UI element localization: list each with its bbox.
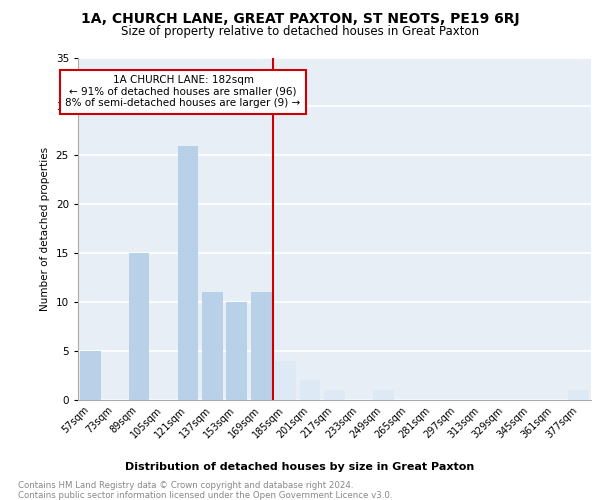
Text: Size of property relative to detached houses in Great Paxton: Size of property relative to detached ho… xyxy=(121,25,479,38)
Text: 1A, CHURCH LANE, GREAT PAXTON, ST NEOTS, PE19 6RJ: 1A, CHURCH LANE, GREAT PAXTON, ST NEOTS,… xyxy=(80,12,520,26)
Bar xyxy=(568,390,589,400)
Y-axis label: Number of detached properties: Number of detached properties xyxy=(40,146,50,311)
Bar xyxy=(226,302,247,400)
Bar xyxy=(373,390,394,400)
Bar xyxy=(275,361,296,400)
Bar xyxy=(128,253,149,400)
Bar xyxy=(324,390,345,400)
Bar xyxy=(299,380,320,400)
Bar xyxy=(178,146,199,400)
Bar xyxy=(80,351,101,400)
Bar xyxy=(251,292,272,400)
Bar xyxy=(202,292,223,400)
Text: Contains HM Land Registry data © Crown copyright and database right 2024.
Contai: Contains HM Land Registry data © Crown c… xyxy=(18,481,392,500)
Text: 1A CHURCH LANE: 182sqm
← 91% of detached houses are smaller (96)
8% of semi-deta: 1A CHURCH LANE: 182sqm ← 91% of detached… xyxy=(65,75,301,108)
Text: Distribution of detached houses by size in Great Paxton: Distribution of detached houses by size … xyxy=(125,462,475,472)
